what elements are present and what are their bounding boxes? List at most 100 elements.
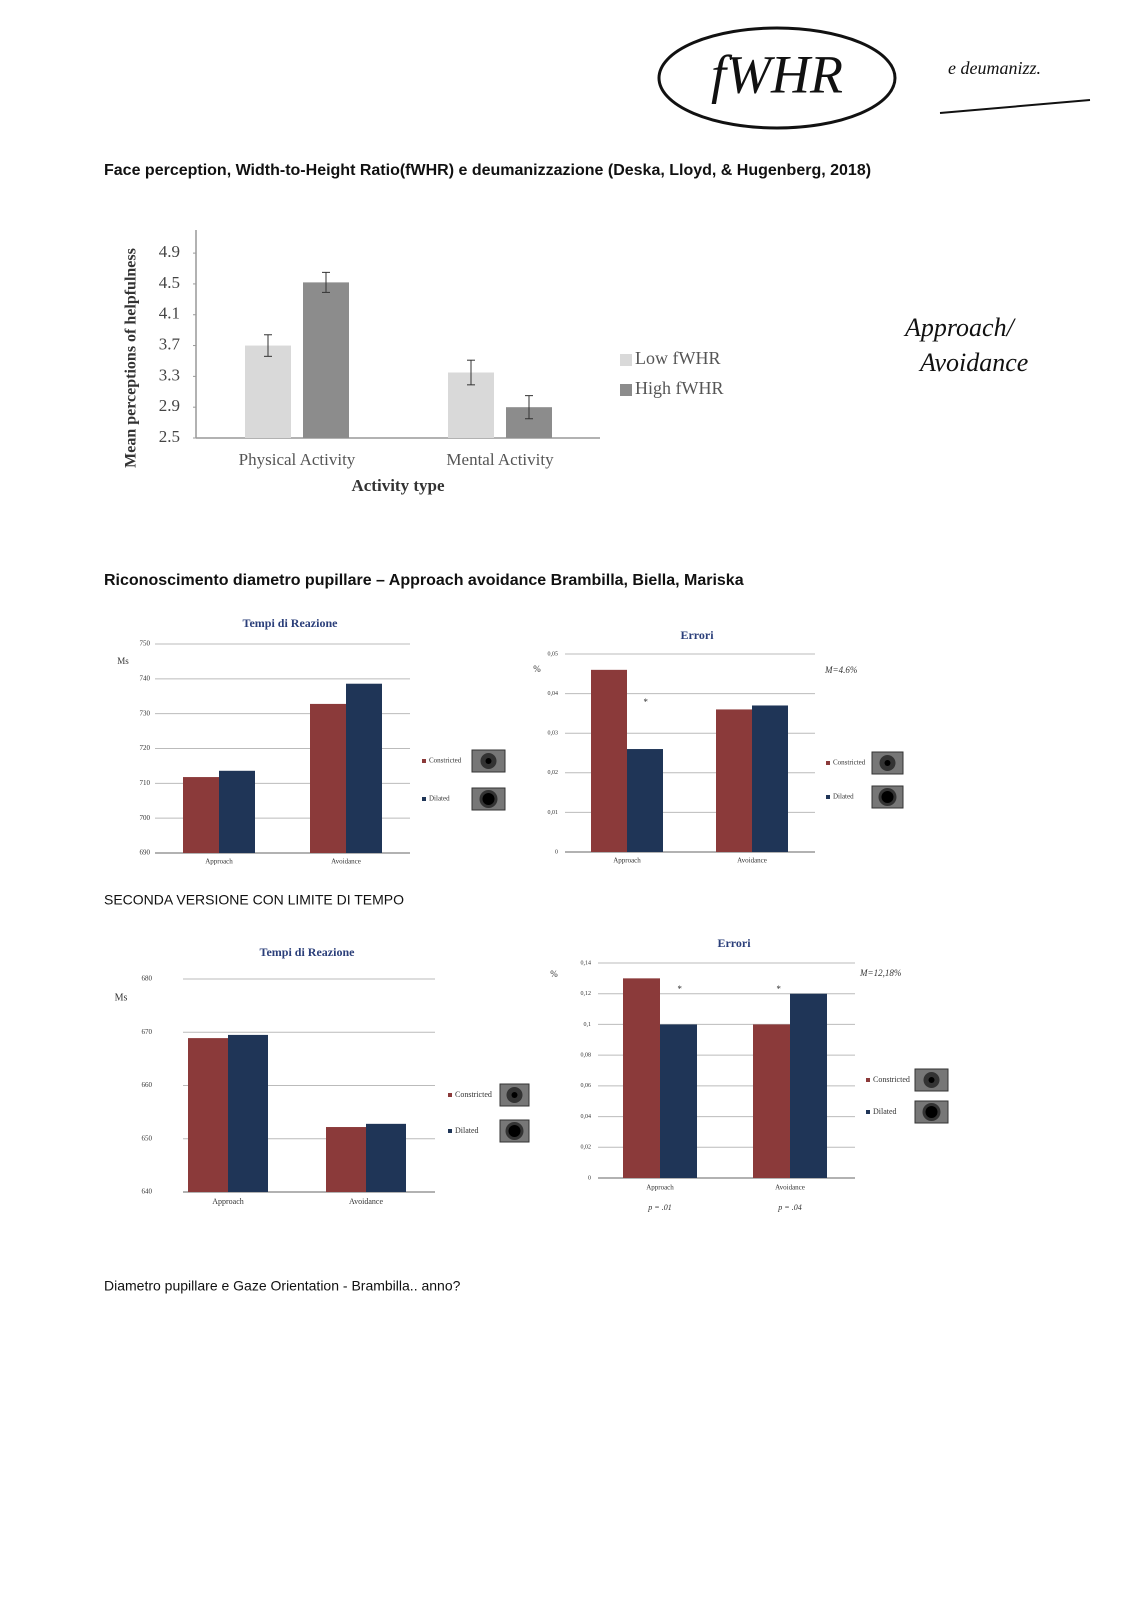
legend-swatch (826, 761, 830, 765)
legend-swatch (620, 384, 632, 396)
legend-label: Dilated (455, 1126, 479, 1135)
bar (627, 749, 663, 852)
y-tick-label: 0,14 (581, 960, 592, 966)
y-tick-label: 0,03 (548, 731, 559, 737)
y-tick-label: 660 (142, 1081, 153, 1089)
y-axis-label: % (550, 969, 558, 979)
legend-swatch (448, 1093, 452, 1097)
legend-label: High fWHR (635, 378, 724, 398)
hand-note: Approach/ (903, 313, 1017, 342)
y-tick-label: 4.5 (159, 273, 180, 292)
y-tick-label: 0 (555, 849, 558, 855)
chart-title: Errori (717, 936, 751, 950)
x-axis-label: Activity type (351, 476, 444, 495)
y-tick-label: 0 (588, 1175, 591, 1181)
hand-note: e deumanizz. (948, 58, 1041, 78)
x-tick-label: Approach (646, 1184, 674, 1192)
legend-swatch (448, 1129, 452, 1133)
y-tick-label: 720 (140, 744, 151, 752)
legend-swatch (620, 354, 632, 366)
y-axis-label: % (533, 664, 541, 674)
y-axis-label: Ms (115, 992, 128, 1003)
bar (303, 282, 349, 438)
bar (228, 1034, 268, 1192)
bar (623, 978, 660, 1178)
legend-label: Constricted (873, 1075, 910, 1084)
bar (790, 993, 827, 1178)
y-tick-label: 740 (140, 674, 151, 682)
x-tick-label: Approach (613, 857, 641, 865)
paragraph: Diametro pupillare e Gaze Orientation - … (104, 1278, 461, 1294)
y-axis-label: Ms (117, 656, 129, 666)
hand-underline (939, 99, 1091, 114)
y-tick-label: 640 (142, 1188, 153, 1196)
legend-label: Dilated (429, 795, 450, 803)
hand-note: Avoidance (918, 348, 1028, 377)
y-tick-label: 0,08 (581, 1053, 592, 1059)
x-tick-label: Mental Activity (446, 450, 554, 469)
annotation: * (776, 984, 781, 994)
chart-title: Tempi di Reazione (260, 945, 356, 959)
bar (183, 777, 219, 853)
eye-pupil (925, 1106, 938, 1118)
x-tick-label: Approach (212, 1197, 244, 1206)
paragraph: SECONDA VERSIONE CON LIMITE DI TEMPO (104, 892, 404, 908)
y-tick-label: 710 (140, 779, 151, 787)
bar (346, 683, 382, 853)
eye-pupil (511, 1092, 518, 1098)
y-tick-label: 650 (142, 1134, 153, 1142)
y-tick-label: 0,12 (581, 991, 592, 997)
legend-label: Dilated (833, 793, 854, 801)
legend-swatch (422, 759, 426, 763)
y-tick-label: 0,02 (548, 770, 559, 776)
x-tick-label: Physical Activity (239, 450, 356, 469)
bar (366, 1123, 406, 1192)
y-tick-label: 690 (140, 849, 151, 857)
eye-pupil (508, 1125, 521, 1137)
y-tick-label: 0,06 (581, 1083, 592, 1089)
eye-pupil (485, 758, 492, 764)
y-tick-label: 750 (140, 640, 151, 648)
annotation: * (643, 697, 648, 707)
x-tick-label: Avoidance (349, 1197, 384, 1206)
legend-label: Low fWHR (635, 348, 720, 368)
y-tick-label: 0,04 (548, 691, 559, 697)
bar (753, 1024, 790, 1178)
annotation: M=4.6% (824, 665, 857, 675)
y-tick-label: 0,04 (581, 1114, 592, 1120)
chart-title: Tempi di Reazione (243, 616, 339, 630)
heading: Riconoscimento diametro pupillare – Appr… (104, 572, 744, 589)
bar (716, 709, 752, 852)
y-tick-label: 670 (142, 1028, 153, 1036)
hand-circle (657, 26, 897, 130)
bar (219, 770, 255, 853)
y-tick-label: 700 (140, 814, 151, 822)
y-tick-label: 0,05 (548, 651, 559, 657)
y-tick-label: 0,02 (581, 1145, 592, 1151)
legend-label: Constricted (833, 759, 866, 767)
y-tick-label: 2.9 (159, 396, 180, 415)
legend-swatch (866, 1110, 870, 1114)
eye-pupil (482, 793, 495, 805)
y-tick-label: 4.1 (159, 304, 180, 323)
y-tick-label: 0,01 (548, 810, 559, 816)
legend-label: Constricted (429, 757, 462, 765)
bar (245, 345, 291, 438)
x-tick-label: Avoidance (737, 857, 767, 865)
legend-swatch (866, 1078, 870, 1082)
bar (326, 1127, 366, 1192)
heading: Face perception, Width-to-Height Ratio(f… (104, 162, 871, 179)
y-axis-label: Mean perceptions of helpfulness (123, 248, 140, 468)
y-tick-label: 730 (140, 709, 151, 717)
bar (188, 1038, 228, 1192)
hand-note: fWHR (711, 44, 843, 104)
y-tick-label: 4.9 (159, 242, 180, 261)
category-note: p = .01 (647, 1203, 671, 1212)
eye-pupil (884, 760, 891, 766)
legend-swatch (826, 795, 830, 799)
x-tick-label: Approach (205, 858, 233, 866)
y-tick-label: 680 (142, 975, 153, 983)
y-tick-label: 3.3 (159, 365, 180, 384)
annotation: * (677, 984, 682, 994)
